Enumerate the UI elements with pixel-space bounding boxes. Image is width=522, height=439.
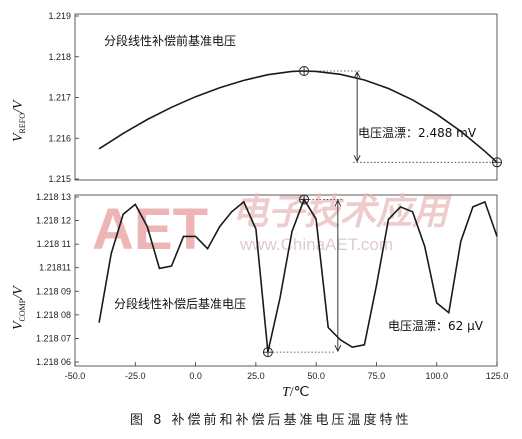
bottom-y-tick-label: 1.218 11 — [37, 239, 71, 249]
bottom-markers — [262, 194, 310, 358]
x-tick-label: 100.0 — [425, 371, 448, 381]
top-y-axis-label: VREFO/V — [11, 99, 27, 142]
top-plot-frame — [74, 13, 498, 181]
top-y-tick-label: 1.219 — [48, 11, 71, 21]
bottom-y-tick-label: 1.21811 — [39, 263, 71, 273]
top-marker-cross — [299, 66, 309, 76]
x-tick-label: 75.0 — [368, 371, 386, 381]
bottom-y-ticks: 1.218 13 1.218 12 1.218 11 1.21811 1.218 09 1… — [36, 192, 79, 367]
bottom-marker-cross — [299, 194, 309, 204]
bottom-y-axis-label: VCOMP/V — [11, 285, 27, 330]
watermark-url: www.ChinaAET.com — [239, 235, 393, 254]
top-y-tick-label: 1.217 — [48, 93, 71, 103]
bottom-panel: AET 电子技术应用 www.ChinaAET.com 1.218 131.21… — [11, 191, 508, 381]
bottom-range-arrowhead-down — [334, 344, 342, 353]
top-range-arrow — [309, 70, 497, 163]
watermark-cn: 电子技术应用 — [232, 191, 452, 233]
bottom-plot-frame — [74, 194, 498, 367]
top-title-annotation: 分段线性补偿前基准电压 — [104, 33, 236, 48]
x-tick-label: 0.0 — [189, 371, 202, 381]
x-axis-label: T/℃ — [282, 385, 309, 400]
top-range-arrowhead-up — [353, 71, 361, 79]
top-y-tick-label: 1.218 — [48, 52, 71, 62]
top-range-arrowhead-down — [353, 155, 361, 163]
watermark: AET 电子技术应用 www.ChinaAET.com — [92, 191, 452, 262]
bottom-y-tick-label: 1.218 09 — [36, 286, 71, 296]
figure-caption: 图 8 补偿前和补偿后基准电压温度特性 — [130, 412, 412, 428]
bottom-y-tick-label: 1.218 07 — [36, 333, 71, 343]
x-tick-label: 125.0 — [486, 371, 509, 381]
top-panel: 1.219 1.218 1.217 1.216 1.215 分段线性补偿前基准电压 电压… — [11, 11, 502, 184]
bottom-y-tick-label: 1.218 13 — [36, 192, 71, 202]
watermark-logo: AET — [92, 197, 208, 262]
bottom-y-tick-label: 1.218 06 — [36, 357, 71, 367]
top-markers — [299, 66, 502, 168]
bottom-y-tick-label: 1.218 08 — [36, 310, 71, 320]
x-tick-label: -25.0 — [125, 371, 146, 381]
top-y-ticks: 1.219 1.218 1.217 1.216 1.215 — [48, 11, 79, 184]
bottom-range-arrowhead-up — [334, 199, 342, 207]
bottom-y-tick-label: 1.218 12 — [36, 216, 71, 226]
x-ticks: -50.0 -25.0 0.0 25.0 50.0 75.0 100.0 125.0 — [65, 362, 509, 381]
bottom-series-line — [98, 197, 498, 353]
top-y-tick-label: 1.215 — [48, 174, 71, 184]
x-tick-label: 25.0 — [247, 371, 265, 381]
top-y-tick-label: 1.216 — [48, 133, 71, 143]
x-tick-label: -50.0 — [65, 371, 86, 381]
bottom-title-annotation: 分段线性补偿后基准电压 — [114, 296, 246, 311]
top-range-annotation: 电压温漂：2.488 mV — [358, 126, 477, 140]
bottom-range-annotation: 电压温漂：62 μV — [388, 319, 484, 333]
top-series-line — [98, 70, 498, 163]
bottom-marker-cross — [263, 347, 273, 357]
bottom-range-arrow — [270, 199, 342, 353]
x-tick-label: 50.0 — [307, 371, 325, 381]
